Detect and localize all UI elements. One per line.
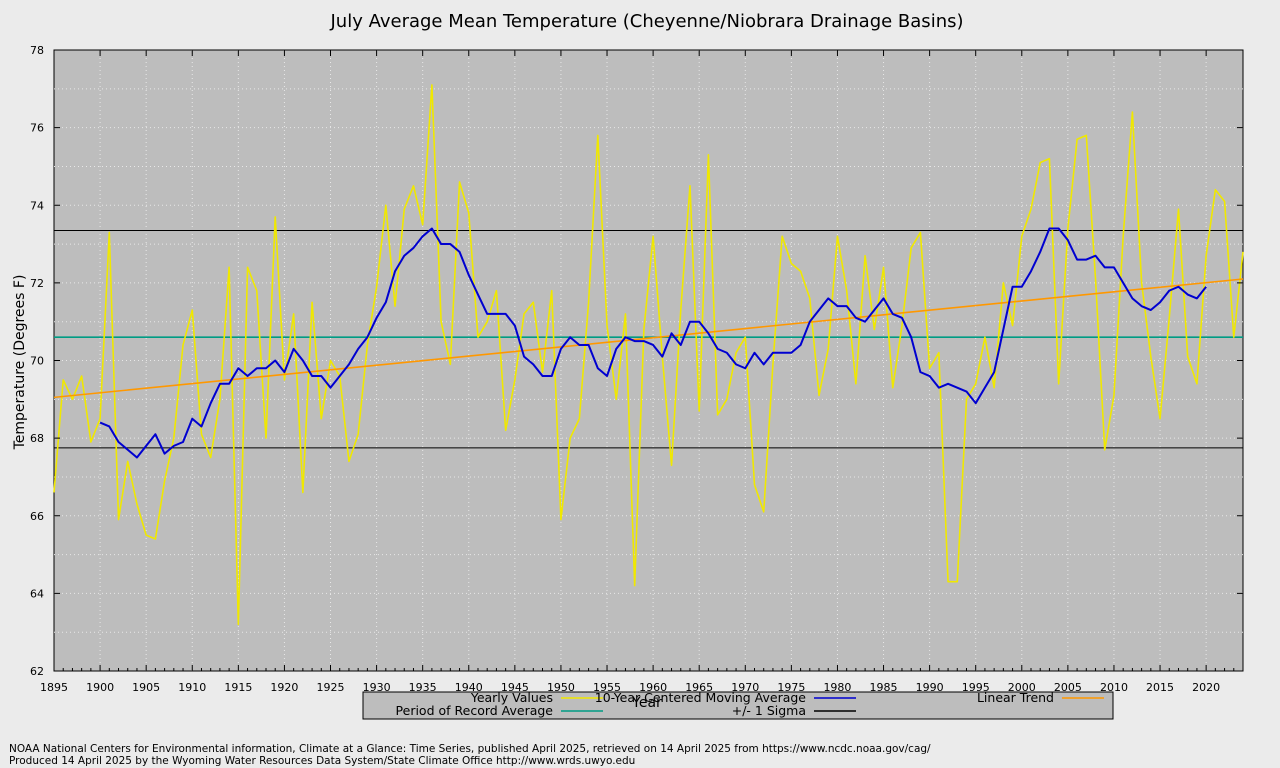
- y-tick-label: 72: [30, 277, 44, 290]
- x-tick-label: 1935: [409, 681, 437, 694]
- y-tick-label: 64: [30, 587, 44, 600]
- x-tick-label: 1905: [132, 681, 160, 694]
- y-tick-label: 76: [30, 122, 44, 135]
- footer-source: NOAA National Centers for Environmental …: [9, 743, 931, 755]
- x-tick-label: 2000: [1008, 681, 1036, 694]
- legend: Yearly Values 10-Year Centered Moving Ave…: [362, 690, 1114, 720]
- x-tick-label: 1970: [731, 681, 759, 694]
- moving-average-line: [99, 227, 1207, 459]
- y-tick-label: 68: [30, 432, 44, 445]
- x-tick-label: 1920: [270, 681, 298, 694]
- chart-title: July Average Mean Temperature (Cheyenne/…: [330, 11, 964, 32]
- x-tick-label: 1945: [501, 681, 529, 694]
- x-tick-label: 1960: [639, 681, 667, 694]
- x-tick-label: 1910: [178, 681, 206, 694]
- footer-produced: Produced 14 April 2025 by the Wyoming Wa…: [9, 755, 635, 767]
- legend-label: +/- 1 Sigma: [732, 703, 806, 718]
- x-tick-label: 2020: [1192, 681, 1220, 694]
- x-tick-label: 1985: [870, 681, 898, 694]
- x-tick-label: 2015: [1146, 681, 1174, 694]
- x-tick-label: 1965: [685, 681, 713, 694]
- legend-label: Yearly Values: [470, 690, 553, 705]
- x-axis-label: Year: [631, 695, 662, 711]
- axes: 1895 1900 1905 1910 1915 1920 1925 1930 1935 1940…: [30, 44, 1244, 694]
- x-tick-label: 2010: [1100, 681, 1128, 694]
- y-tick-label: 70: [30, 355, 44, 368]
- x-tick-label: 1895: [40, 681, 68, 694]
- legend-label: Period of Record Average: [396, 703, 554, 718]
- series-lines: [53, 84, 1244, 626]
- x-tick-label: 1980: [823, 681, 851, 694]
- reference-lines: [54, 229, 1243, 449]
- x-tick-label: 1925: [317, 681, 345, 694]
- y-axis-label: Temperature (Degrees F): [12, 275, 28, 451]
- x-tick-label: 1990: [916, 681, 944, 694]
- plot-area: [53, 49, 1244, 672]
- x-tick-label: 2005: [1054, 681, 1082, 694]
- legend-box: [362, 691, 1114, 720]
- x-tick-label: 1995: [962, 681, 990, 694]
- y-tick-label: 66: [30, 510, 44, 523]
- legend-label: 10-Year Centered Moving Average: [595, 690, 807, 705]
- x-tick-label: 1940: [455, 681, 483, 694]
- y-tick-label: 78: [30, 44, 44, 57]
- x-tick-label: 1950: [547, 681, 575, 694]
- y-tick-label: 62: [30, 665, 44, 678]
- yearly-values-line: [53, 84, 1244, 626]
- y-tick-label: 74: [30, 199, 44, 212]
- x-tick-label: 1930: [363, 681, 391, 694]
- x-tick-label: 1975: [777, 681, 805, 694]
- x-tick-label: 1955: [593, 681, 621, 694]
- legend-label: Linear Trend: [977, 690, 1054, 705]
- x-tick-label: 1900: [86, 681, 114, 694]
- x-tick-label: 1915: [224, 681, 252, 694]
- linear-trend-line: [53, 278, 1244, 399]
